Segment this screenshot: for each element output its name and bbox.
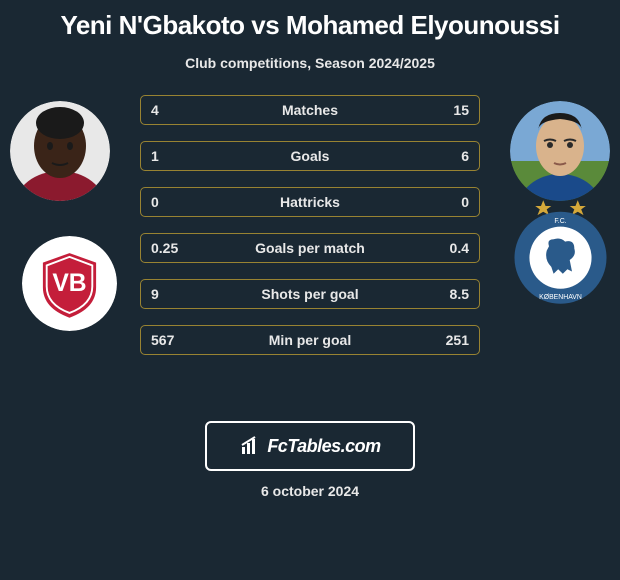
stat-left-value: 1: [151, 148, 159, 164]
stat-right-value: 0.4: [450, 240, 469, 256]
stat-right-value: 0: [461, 194, 469, 210]
stat-right-value: 8.5: [450, 286, 469, 302]
subtitle: Club competitions, Season 2024/2025: [0, 55, 620, 71]
comparison-card: Yeni N'Gbakoto vs Mohamed Elyounoussi Cl…: [0, 0, 620, 499]
left-club-badge: VB: [22, 236, 117, 331]
page-title: Yeni N'Gbakoto vs Mohamed Elyounoussi: [0, 10, 620, 41]
svg-text:KØBENHAVN: KØBENHAVN: [539, 294, 582, 301]
stat-row: 4 Matches 15: [140, 95, 480, 125]
brand-logo-icon: [239, 435, 261, 457]
stat-row: 567 Min per goal 251: [140, 325, 480, 355]
stat-row: 0.25 Goals per match 0.4: [140, 233, 480, 263]
stat-right-value: 15: [453, 102, 469, 118]
stat-left-value: 4: [151, 102, 159, 118]
main-area: VB F.C. KØBENHAVN 4 Matches: [0, 101, 620, 401]
svg-text:F.C.: F.C.: [554, 218, 566, 225]
right-player-avatar: [510, 101, 610, 201]
stat-right-value: 251: [446, 332, 469, 348]
stat-right-value: 6: [461, 148, 469, 164]
stats-table: 4 Matches 15 1 Goals 6 0 Hattricks 0 0.2…: [140, 95, 480, 371]
brand-text: FcTables.com: [267, 436, 380, 457]
date-text: 6 october 2024: [0, 483, 620, 499]
stat-left-value: 567: [151, 332, 174, 348]
stat-left-value: 9: [151, 286, 159, 302]
svg-text:VB: VB: [52, 270, 86, 297]
stat-left-value: 0: [151, 194, 159, 210]
stat-label: Matches: [282, 102, 338, 118]
stat-label: Goals per match: [255, 240, 365, 256]
stat-left-value: 0.25: [151, 240, 178, 256]
right-club-badge: F.C. KØBENHAVN: [503, 191, 618, 306]
stat-label: Shots per goal: [261, 286, 358, 302]
stat-label: Min per goal: [269, 332, 351, 348]
brand-badge: FcTables.com: [205, 421, 415, 471]
stat-label: Goals: [291, 148, 330, 164]
stat-label: Hattricks: [280, 194, 340, 210]
stat-row: 1 Goals 6: [140, 141, 480, 171]
stat-row: 0 Hattricks 0: [140, 187, 480, 217]
stat-row: 9 Shots per goal 8.5: [140, 279, 480, 309]
left-player-avatar: [10, 101, 110, 201]
